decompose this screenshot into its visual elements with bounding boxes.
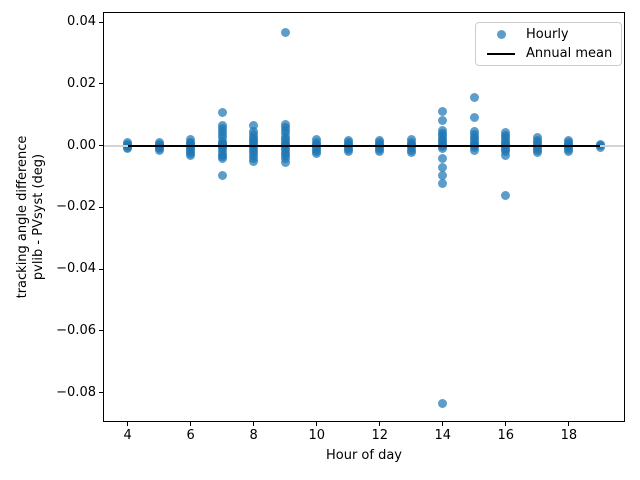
x-tick-label: 16	[497, 428, 515, 443]
scatter-point	[249, 121, 259, 131]
y-tick-label: 0.04	[67, 14, 96, 30]
scatter-point	[438, 106, 448, 116]
x-tick-mark	[442, 422, 444, 426]
scatter-point	[595, 142, 605, 152]
x-tick-mark	[568, 422, 570, 426]
x-tick-label: 6	[186, 428, 195, 443]
scatter-point	[532, 147, 542, 157]
x-tick-mark	[253, 422, 255, 426]
plot-area	[103, 12, 625, 422]
x-tick-mark	[379, 422, 381, 426]
y-tick-mark	[99, 206, 103, 208]
scatter-point	[343, 147, 353, 157]
legend-item-annual-mean: Annual mean	[482, 44, 615, 63]
scatter-point	[469, 93, 479, 103]
y-tick-mark	[99, 145, 103, 147]
scatter-point	[564, 146, 574, 156]
scatter-point	[438, 162, 448, 172]
y-tick-mark	[99, 21, 103, 23]
annual-mean-line	[127, 144, 601, 147]
y-tick-label: 0.02	[67, 75, 96, 91]
x-tick-label: 10	[308, 428, 325, 443]
x-tick-label: 8	[249, 428, 258, 443]
scatter-point	[123, 144, 133, 154]
scatter-point	[438, 179, 448, 189]
x-tick-mark	[505, 422, 507, 426]
scatter-point	[312, 149, 322, 159]
y-tick-label: −0.06	[56, 322, 96, 338]
scatter-point	[217, 154, 227, 164]
x-tick-label: 12	[371, 428, 389, 443]
scatter-point	[280, 157, 290, 167]
x-tick-label: 18	[560, 428, 578, 443]
legend-marker-cell	[482, 52, 520, 55]
scatter-point	[438, 115, 448, 125]
scatter-point	[249, 157, 259, 167]
scatter-point	[375, 147, 385, 157]
scatter-point	[438, 171, 448, 181]
scatter-dot-icon	[496, 30, 506, 39]
scatter-point	[438, 143, 448, 153]
scatter-point	[501, 190, 511, 200]
x-axis-label: Hour of day	[325, 448, 403, 463]
y-tick-mark	[99, 83, 103, 85]
scatter-point	[501, 150, 511, 160]
legend: Hourly Annual mean	[475, 22, 622, 66]
legend-label-annual-mean: Annual mean	[526, 46, 613, 61]
scatter-point	[217, 171, 227, 181]
scatter-point	[280, 27, 290, 37]
scatter-point	[217, 108, 227, 118]
y-tick-label: −0.08	[56, 384, 96, 400]
legend-marker-cell	[482, 30, 520, 39]
x-tick-label: 14	[434, 428, 452, 443]
legend-label-hourly: Hourly	[526, 27, 569, 42]
scatter-point	[469, 113, 479, 123]
scatter-point	[186, 151, 196, 161]
y-tick-label: −0.04	[56, 261, 96, 277]
y-tick-mark	[99, 392, 103, 394]
scatter-point	[154, 145, 164, 155]
x-tick-mark	[316, 422, 318, 426]
scatter-point	[438, 398, 448, 408]
scatter-point	[406, 147, 416, 157]
scatter-point	[469, 145, 479, 155]
y-tick-mark	[99, 330, 103, 332]
y-tick-mark	[99, 268, 103, 270]
y-tick-label: −0.02	[56, 199, 96, 215]
scatter-point	[438, 154, 448, 164]
x-tick-mark	[190, 422, 192, 426]
legend-item-hourly: Hourly	[482, 25, 615, 44]
x-tick-label: 4	[123, 428, 132, 443]
y-tick-label: 0.00	[67, 137, 96, 153]
x-tick-mark	[127, 422, 129, 426]
mean-line-icon	[487, 52, 515, 55]
